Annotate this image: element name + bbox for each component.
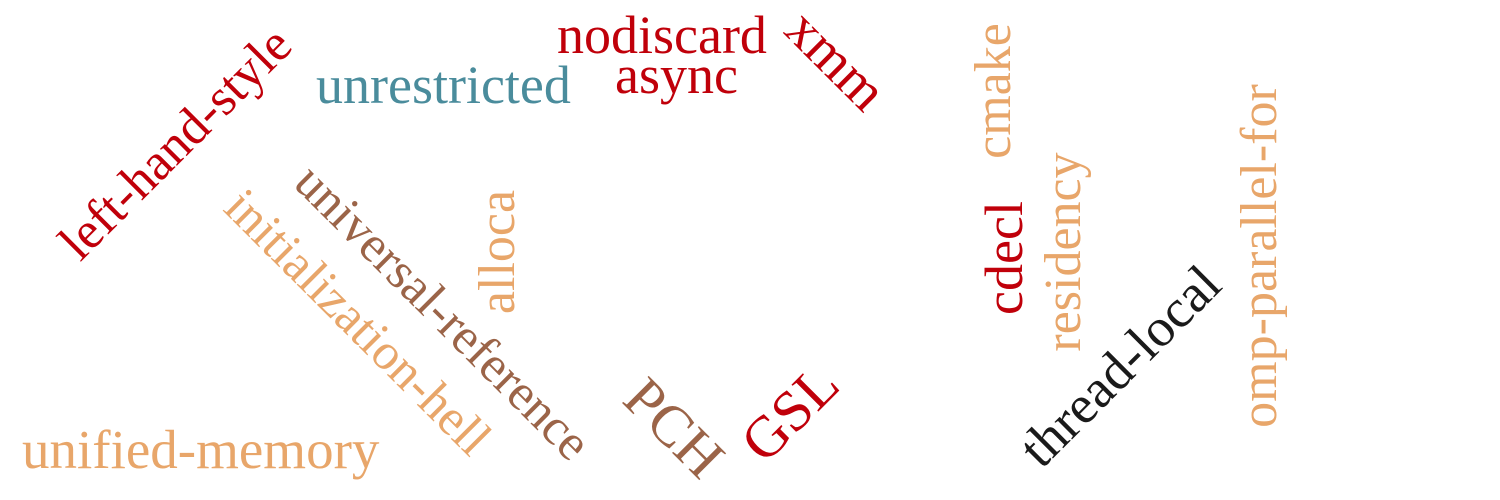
word-residency: residency — [1035, 152, 1092, 352]
word-pch: PCH — [611, 364, 738, 491]
word-unified-memory: unified-memory — [22, 419, 380, 480]
word-unrestricted: unrestricted — [316, 55, 571, 115]
word-alloca: alloca — [469, 189, 526, 315]
word-omp-parallel-for: omp-parallel-for — [1231, 84, 1288, 428]
word-cdecl: cdecl — [974, 201, 1034, 315]
word-async: async — [615, 45, 738, 105]
word-cmake: cmake — [965, 23, 1022, 159]
word-xmm: xmm — [773, 0, 899, 124]
word-nodiscard: nodiscard — [557, 5, 767, 65]
word-gsl: GSL — [727, 350, 852, 475]
